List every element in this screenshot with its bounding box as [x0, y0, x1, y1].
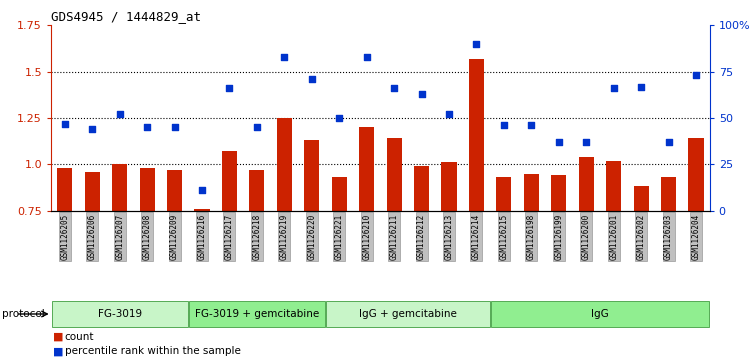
Bar	[387, 138, 402, 211]
Bar	[326, 301, 490, 327]
Point	[581, 139, 593, 145]
Bar	[57, 168, 72, 211]
Text: percentile rank within the sample: percentile rank within the sample	[65, 346, 240, 356]
Bar	[634, 187, 649, 211]
Bar	[140, 168, 155, 211]
Bar	[85, 172, 100, 211]
Bar	[442, 162, 457, 211]
Point	[251, 124, 263, 130]
Text: count: count	[65, 332, 94, 342]
Text: IgG: IgG	[591, 309, 609, 319]
Text: FG-3019 + gemcitabine: FG-3019 + gemcitabine	[195, 309, 319, 319]
Point	[279, 54, 291, 60]
Bar	[661, 177, 676, 211]
Bar	[222, 151, 237, 211]
Bar	[523, 174, 539, 211]
Text: protocol: protocol	[2, 309, 44, 319]
Bar	[277, 118, 292, 211]
Point	[360, 54, 372, 60]
Bar	[469, 59, 484, 211]
Point	[224, 85, 236, 91]
Point	[498, 122, 510, 128]
Bar	[52, 301, 188, 327]
Text: ■: ■	[53, 332, 63, 342]
Bar	[167, 170, 182, 211]
Bar	[249, 170, 264, 211]
Point	[443, 111, 455, 117]
Point	[333, 115, 345, 121]
Point	[415, 91, 427, 97]
Bar	[304, 140, 319, 211]
Point	[141, 124, 153, 130]
Point	[470, 41, 482, 47]
Bar	[112, 164, 127, 211]
Bar	[579, 157, 594, 211]
Text: IgG + gemcitabine: IgG + gemcitabine	[359, 309, 457, 319]
Point	[525, 122, 537, 128]
Point	[553, 139, 565, 145]
Point	[86, 126, 98, 132]
Bar	[496, 177, 511, 211]
Point	[608, 85, 620, 91]
Text: GDS4945 / 1444829_at: GDS4945 / 1444829_at	[51, 10, 201, 23]
Point	[690, 73, 702, 78]
Point	[662, 139, 674, 145]
Point	[168, 124, 180, 130]
Point	[113, 111, 125, 117]
Point	[635, 83, 647, 89]
Bar	[189, 301, 325, 327]
Bar	[551, 175, 566, 211]
Bar	[414, 166, 429, 211]
Bar	[689, 138, 704, 211]
Point	[388, 85, 400, 91]
Bar	[332, 177, 347, 211]
Text: ■: ■	[53, 346, 63, 356]
Bar	[359, 127, 374, 211]
Text: FG-3019: FG-3019	[98, 309, 142, 319]
Bar	[195, 209, 210, 211]
Point	[306, 76, 318, 82]
Point	[196, 187, 208, 193]
Bar	[606, 160, 621, 211]
Point	[59, 121, 71, 126]
Bar	[490, 301, 709, 327]
